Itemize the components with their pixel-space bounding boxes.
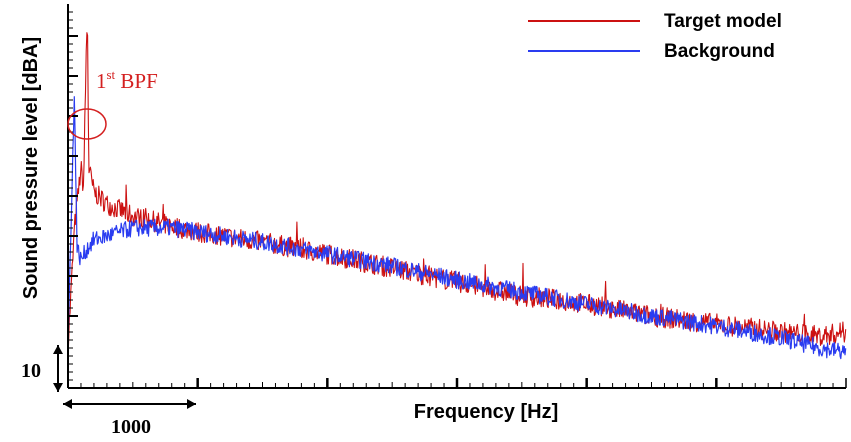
x-axis-title: Frequency [Hz] bbox=[414, 401, 558, 423]
x-scale-bar-right-arrow bbox=[187, 399, 196, 409]
y-scale-bar-top-arrow bbox=[53, 345, 63, 354]
bpf-peak-circle bbox=[67, 108, 107, 140]
axes bbox=[67, 4, 847, 389]
y-scale-bar-label: 10 bbox=[21, 360, 41, 382]
legend: Target model Background bbox=[528, 11, 782, 62]
bpf-annotation: 1st BPF bbox=[67, 67, 158, 140]
x-scale-bar: 1000 bbox=[63, 399, 196, 438]
bpf-annotation-label: 1st BPF bbox=[96, 67, 158, 93]
x-scale-bar-label: 1000 bbox=[111, 416, 151, 438]
y-scale-bar-bottom-arrow bbox=[53, 383, 63, 392]
legend-label-target-model: Target model bbox=[664, 11, 782, 32]
y-scale-bar: 10 bbox=[21, 345, 63, 392]
legend-label-background: Background bbox=[664, 41, 775, 62]
series-line-background bbox=[67, 96, 847, 360]
plot-series bbox=[67, 32, 847, 360]
x-scale-bar-left-arrow bbox=[63, 399, 72, 409]
y-axis-title: Sound pressure level [dBA] bbox=[20, 37, 42, 299]
series-line-target-model bbox=[67, 32, 847, 359]
